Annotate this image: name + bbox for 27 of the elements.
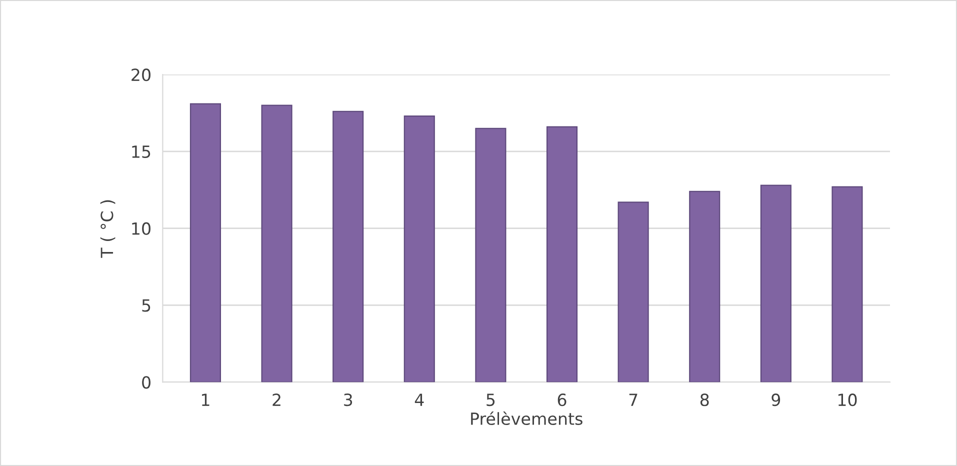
x-tick-label: 10 bbox=[838, 394, 857, 406]
bar bbox=[689, 190, 720, 382]
y-tick-label: 15 bbox=[132, 146, 150, 158]
y-tick-label: 0 bbox=[142, 376, 150, 389]
y-tick-label: 10 bbox=[132, 222, 150, 235]
x-tick-label: 5 bbox=[486, 394, 495, 406]
bar bbox=[618, 202, 649, 382]
bar bbox=[261, 104, 292, 382]
bar bbox=[760, 184, 792, 382]
bar bbox=[546, 126, 578, 382]
x-tick-label: 9 bbox=[772, 394, 780, 406]
x-tick-label: 4 bbox=[414, 394, 424, 406]
x-tick-label: 7 bbox=[629, 394, 638, 406]
bar bbox=[832, 186, 863, 382]
bar bbox=[475, 128, 506, 382]
x-tick-label: 8 bbox=[700, 394, 709, 406]
x-tick-label: 3 bbox=[344, 394, 352, 406]
y-tick-label: 20 bbox=[132, 68, 150, 82]
x-tick-label: 2 bbox=[272, 394, 280, 406]
bar bbox=[332, 110, 364, 382]
y-axis-title: T ( °C ) bbox=[100, 200, 116, 258]
bar bbox=[404, 116, 435, 382]
bar bbox=[190, 103, 222, 382]
y-tick-label: 5 bbox=[142, 299, 150, 312]
x-tick-label: 6 bbox=[558, 394, 566, 406]
x-tick-label: 1 bbox=[202, 394, 210, 406]
x-axis-title: Prélèvements bbox=[471, 411, 582, 426]
